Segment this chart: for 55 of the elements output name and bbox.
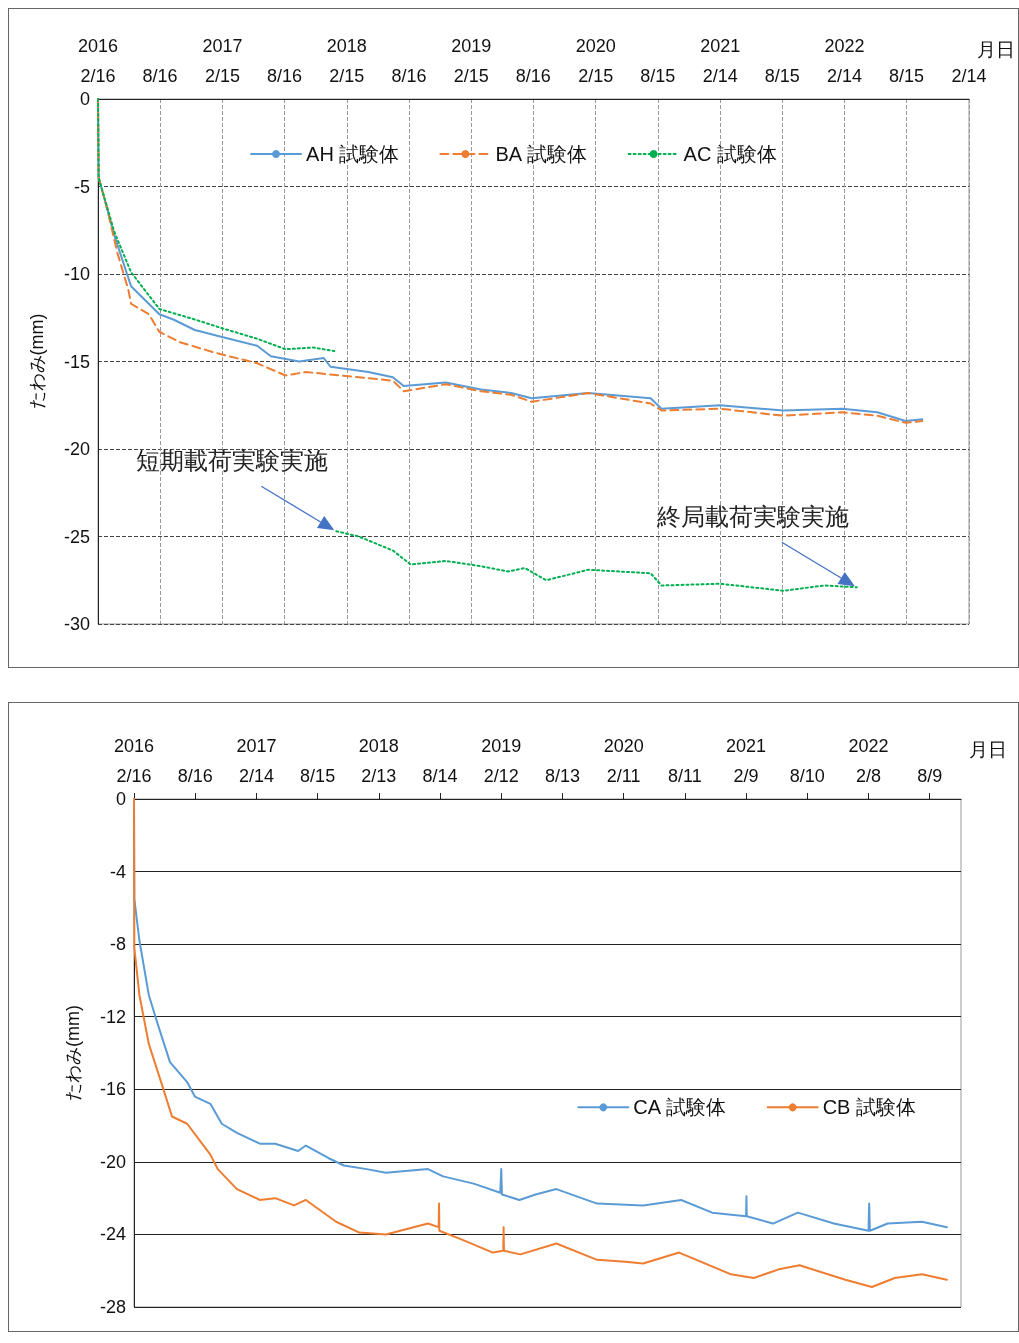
x-tick-label: 2022 2/8 <box>848 736 889 786</box>
x-tick-label: 8/14 <box>422 766 458 786</box>
x-tick-label: 2016 2/16 <box>113 736 155 786</box>
y-tick-label: 0 <box>115 789 126 809</box>
x-tick-label: 8/13 <box>544 766 580 786</box>
x-tick-label: 2019 2/15 <box>451 36 492 86</box>
x-tick-label: 8/16 <box>177 766 213 786</box>
y-tick-label: -4 <box>109 861 126 882</box>
x-tick-label: 2020 2/15 <box>575 36 616 86</box>
y-tick-label: 0 <box>79 89 90 109</box>
x-tick-label: 2021 2/9 <box>726 736 767 786</box>
x-tick-label: 2018 2/13 <box>358 736 399 786</box>
y-axis-title: たわみ(mm) <box>27 313 47 410</box>
y-tick-label: -20 <box>99 1151 126 1172</box>
y-tick-label: -16 <box>99 1079 126 1100</box>
y-tick-label: -10 <box>63 264 90 284</box>
x-tick-label: 8/16 <box>266 66 302 86</box>
x-tick-label: 2018 2/15 <box>326 36 367 86</box>
annotation: 短期載荷実験実施 <box>136 448 329 475</box>
y-tick-label: -24 <box>99 1224 126 1245</box>
y-tick-label: -15 <box>63 351 90 372</box>
x-tick-label: 8/9 <box>917 766 943 786</box>
x-tick-label: 8/10 <box>789 766 825 786</box>
x-tick-label: 2016 2/16 <box>77 36 119 86</box>
legend-label: AC 試験体 <box>683 143 777 165</box>
y-tick-label: -5 <box>73 176 90 197</box>
x-tick-label: 2022 2/14 <box>824 36 865 86</box>
x-tick-label: 8/16 <box>142 66 178 86</box>
y-tick-label: -25 <box>63 526 90 547</box>
x-tick-label: 8/15 <box>764 66 800 86</box>
y-tick-label: -8 <box>109 934 126 955</box>
x-tick-label: 2017 2/15 <box>202 36 243 86</box>
legend-label: CB 試験体 <box>822 1096 916 1119</box>
legend-label: CA 試験体 <box>633 1096 726 1119</box>
x-tick-label: 8/11 <box>668 766 702 786</box>
x-tick-label: 8/16 <box>391 66 427 86</box>
y-tick-label: -12 <box>99 1006 126 1027</box>
x-tick-label: 2021 2/14 <box>700 36 741 86</box>
y-tick-label: -30 <box>63 614 90 634</box>
legend-label: BA 試験体 <box>495 143 587 165</box>
x-axis-title: 月日 <box>977 39 1015 60</box>
x-tick-label: 2017 2/14 <box>236 736 277 786</box>
y-axis-title: たわみ(mm) <box>63 1005 83 1101</box>
x-tick-label: 8/16 <box>515 66 551 86</box>
x-tick-label: 2019 2/12 <box>481 736 522 786</box>
x-tick-label: 8/15 <box>300 766 336 786</box>
annotation: 終局載荷実験実施 <box>655 504 849 531</box>
x-axis-title: 月日 <box>969 739 1007 760</box>
x-tick-label: 2020 2/11 <box>603 736 644 786</box>
x-tick-label: 8/15 <box>640 66 676 86</box>
y-tick-label: -20 <box>63 439 90 459</box>
x-tick-label: 2/14 <box>951 66 987 86</box>
y-tick-label: -28 <box>99 1297 126 1317</box>
legend-label: AH 試験体 <box>306 143 400 165</box>
x-tick-label: 8/15 <box>889 66 925 86</box>
